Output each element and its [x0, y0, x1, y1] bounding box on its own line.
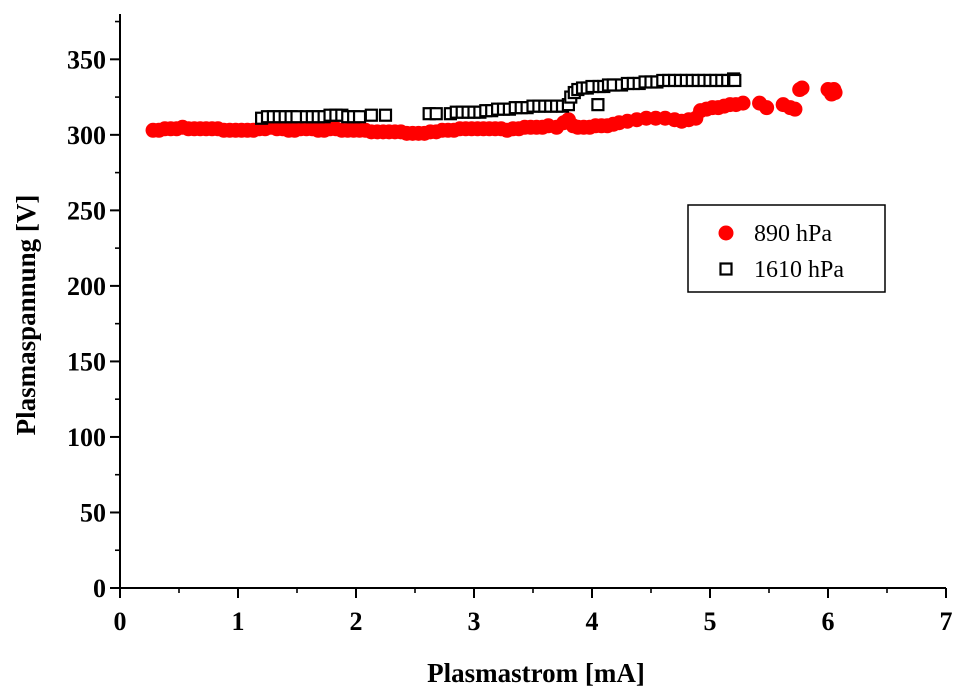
y-tick-label: 350 [67, 45, 106, 74]
data-point [787, 101, 803, 117]
y-tick-label: 300 [67, 121, 106, 150]
legend-label: 890 hPa [754, 221, 832, 247]
data-point [735, 95, 751, 111]
y-tick-label: 50 [80, 498, 106, 527]
x-tick-label: 3 [468, 607, 481, 636]
data-point [759, 100, 775, 116]
data-point [728, 73, 742, 88]
plot-marks [145, 72, 843, 141]
x-tick-label: 6 [822, 607, 835, 636]
x-tick-label: 1 [232, 607, 245, 636]
x-tick-label: 4 [586, 607, 599, 636]
legend-box [687, 204, 886, 293]
x-tick-label: 7 [940, 607, 953, 636]
y-tick-label: 250 [67, 196, 106, 225]
x-axis-title: Plasmastrom [mA] [427, 658, 645, 688]
series-0 [145, 80, 843, 141]
legend-label: 1610 hPa [754, 257, 844, 283]
y-axis-title: Plasmaspannung [V] [11, 195, 41, 436]
data-point [378, 108, 393, 122]
legend-marker [719, 262, 733, 276]
y-tick-label: 150 [67, 347, 106, 376]
series-1 [255, 72, 742, 125]
data-point [352, 110, 367, 124]
axes: 0 1 2 3 4 5 6 7 0 50 100 150 200 250 300 350 [67, 14, 953, 636]
data-point [591, 98, 605, 112]
y-tick-label: 100 [67, 423, 106, 452]
x-tick-label: 0 [114, 607, 127, 636]
y-tick-label: 200 [67, 272, 106, 301]
legend-marker [718, 225, 734, 241]
data-point [827, 85, 843, 101]
y-tick-label: 0 [93, 574, 106, 603]
data-point [364, 108, 378, 122]
x-tick-label: 5 [704, 607, 717, 636]
x-tick-label: 2 [350, 607, 363, 636]
legend: 890 hPa 1610 hPa [687, 204, 886, 293]
data-point [429, 107, 443, 121]
data-point [794, 80, 810, 96]
